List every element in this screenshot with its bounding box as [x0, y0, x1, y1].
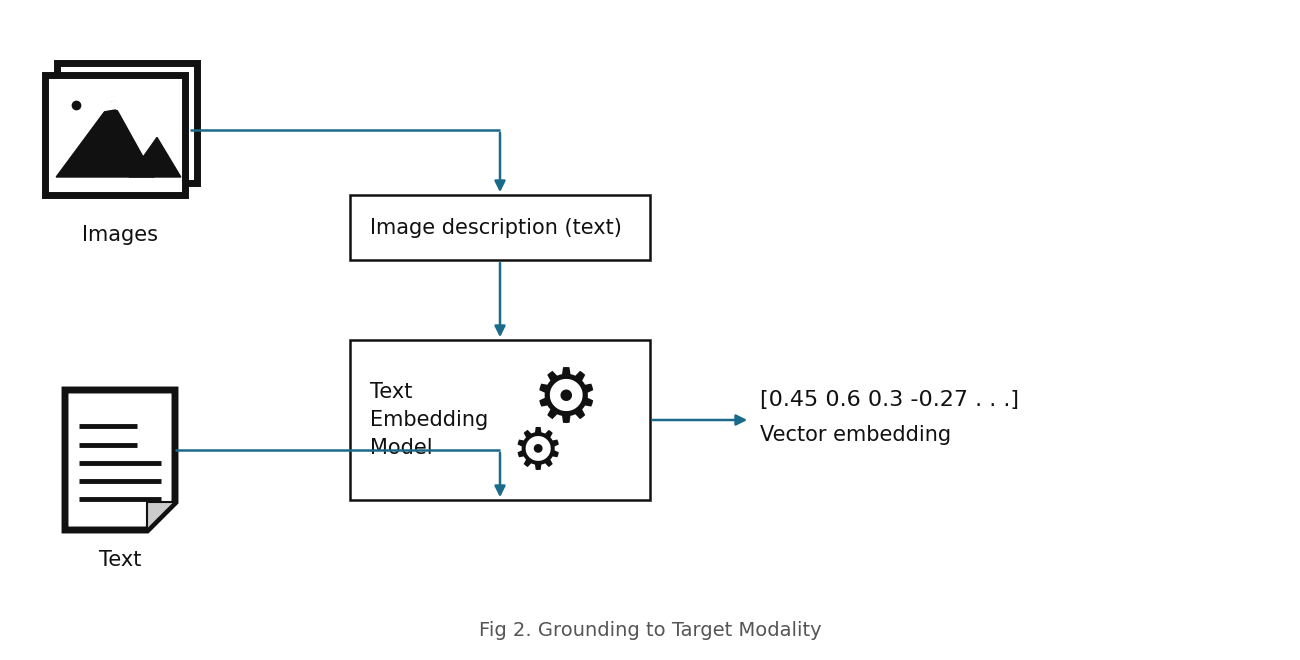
- Text: Images: Images: [82, 225, 159, 245]
- Text: Fig 2. Grounding to Target Modality: Fig 2. Grounding to Target Modality: [478, 621, 822, 640]
- Text: Text
Embedding
Model: Text Embedding Model: [370, 382, 489, 458]
- FancyBboxPatch shape: [46, 75, 185, 195]
- Text: ⚙: ⚙: [512, 424, 564, 481]
- Text: Vector embedding: Vector embedding: [760, 425, 952, 445]
- Text: ⚙: ⚙: [532, 364, 601, 438]
- FancyBboxPatch shape: [57, 63, 198, 183]
- Polygon shape: [129, 137, 181, 177]
- Polygon shape: [101, 102, 124, 111]
- Text: [0.45 0.6 0.3 -0.27 . . .]: [0.45 0.6 0.3 -0.27 . . .]: [760, 390, 1019, 410]
- Text: Image description (text): Image description (text): [370, 218, 621, 238]
- Text: Text: Text: [99, 550, 142, 570]
- FancyBboxPatch shape: [350, 195, 650, 260]
- FancyBboxPatch shape: [350, 340, 650, 500]
- Polygon shape: [56, 102, 155, 177]
- Polygon shape: [147, 502, 176, 530]
- Polygon shape: [65, 390, 176, 530]
